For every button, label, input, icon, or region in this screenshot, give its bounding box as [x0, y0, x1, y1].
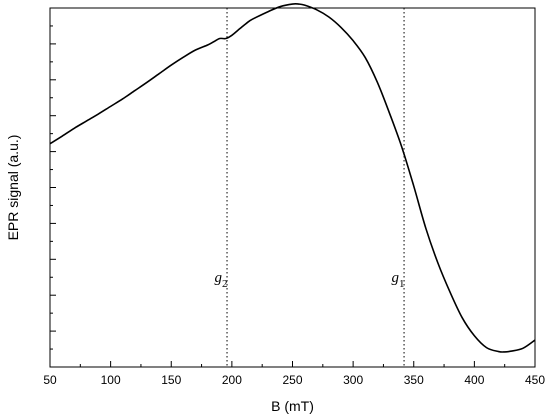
x-tick-label-200: 200 [222, 373, 242, 387]
x-axis-label: B (mT) [271, 398, 314, 414]
x-tick-label-350: 350 [404, 373, 424, 387]
x-tick-label-450: 450 [525, 373, 545, 387]
g1-subscript: 1 [399, 278, 405, 290]
g2-subscript: 2 [222, 278, 228, 290]
g1-label: g1 [392, 270, 405, 290]
plot-frame [49, 7, 536, 368]
x-tick-label-150: 150 [161, 373, 181, 387]
x-tick-label-50: 50 [43, 373, 57, 387]
x-tick-label-250: 250 [282, 373, 302, 387]
x-tick-label-300: 300 [343, 373, 363, 387]
x-tick-label-400: 400 [464, 373, 484, 387]
x-tick-label-100: 100 [101, 373, 121, 387]
y-axis-label: EPR signal (a.u.) [5, 135, 21, 241]
series-line [49, 3, 536, 353]
g2-label: g2 [215, 270, 228, 290]
